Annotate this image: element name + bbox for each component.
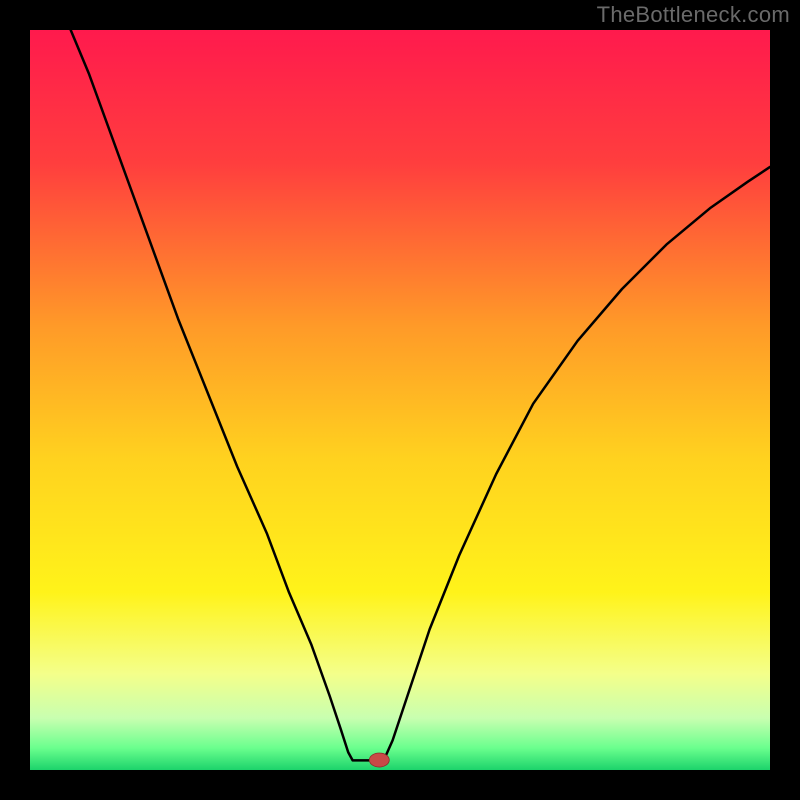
bottleneck-chart <box>0 0 800 800</box>
bottleneck-marker <box>369 753 389 767</box>
plot-background <box>30 30 770 770</box>
chart-stage: TheBottleneck.com <box>0 0 800 800</box>
watermark-label: TheBottleneck.com <box>597 2 790 28</box>
